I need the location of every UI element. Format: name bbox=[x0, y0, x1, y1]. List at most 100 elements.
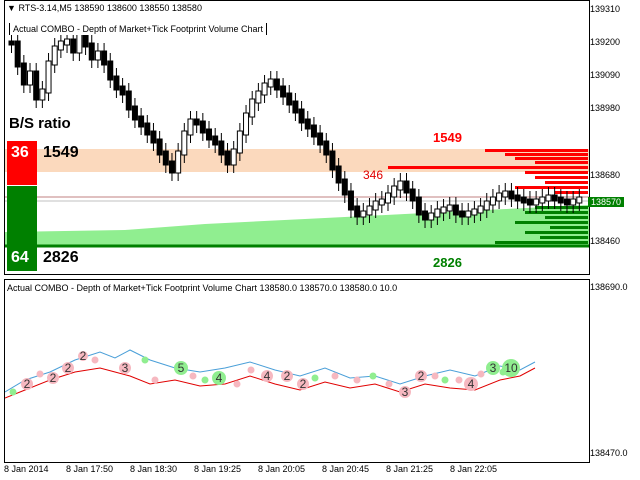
candle-body bbox=[8, 40, 15, 46]
footprint-marker-label: 2 bbox=[50, 371, 57, 385]
dom-bid-histogram bbox=[495, 206, 588, 244]
main-chart-pane[interactable]: ▼ RTS-3.14,M5 138590 138600 138550 13858… bbox=[4, 0, 590, 275]
footprint-marker-label: 4 bbox=[216, 371, 223, 385]
candle-body bbox=[20, 62, 27, 86]
footprint-marker-label: 2 bbox=[418, 369, 425, 383]
candle-body bbox=[354, 205, 361, 218]
footprint-marker bbox=[486, 361, 500, 375]
ask-total-label: 1549 bbox=[433, 130, 462, 145]
footprint-marker-label: 4 bbox=[468, 377, 475, 391]
footprint-dot bbox=[9, 388, 17, 396]
candle-body bbox=[181, 130, 188, 156]
candle-body bbox=[452, 204, 459, 216]
candle-body bbox=[27, 70, 34, 86]
time-axis: 8 Jan 2014 8 Jan 17:50 8 Jan 18:30 8 Jan… bbox=[0, 462, 640, 480]
candle-body bbox=[471, 208, 478, 216]
footprint-upper-line bbox=[5, 349, 536, 393]
candle-body bbox=[261, 82, 268, 96]
candle-body bbox=[224, 150, 231, 166]
candle-body bbox=[422, 210, 429, 221]
candle-body bbox=[502, 190, 509, 198]
price-tick: 138980 bbox=[590, 103, 621, 113]
main-chart-canvas bbox=[5, 23, 589, 248]
candle-body bbox=[107, 60, 114, 81]
candle-body bbox=[101, 50, 108, 66]
candle-body bbox=[212, 135, 219, 146]
time-tick: 8 Jan 20:05 bbox=[258, 464, 306, 474]
footprint-dot bbox=[311, 374, 319, 382]
sell-pct: 36 bbox=[11, 144, 29, 161]
candle-body bbox=[243, 112, 250, 136]
candle-body bbox=[539, 196, 546, 204]
footprint-marker bbox=[21, 378, 33, 390]
footprint-marker bbox=[415, 370, 427, 382]
footprint-marker bbox=[464, 377, 478, 391]
candle-body bbox=[70, 38, 77, 54]
buy-ratio-bar bbox=[7, 186, 37, 271]
candle-body bbox=[551, 194, 558, 202]
candle-body bbox=[45, 60, 52, 94]
candle-body bbox=[323, 140, 330, 156]
candle-body bbox=[267, 78, 274, 88]
candle-body bbox=[286, 92, 293, 106]
time-tick: 8 Jan 21:25 bbox=[386, 464, 434, 474]
candle-body bbox=[496, 192, 503, 202]
footprint-dot bbox=[385, 380, 393, 388]
footprint-dot bbox=[369, 372, 377, 380]
candle-body bbox=[545, 194, 552, 202]
indicator-caption: Actual COMBO - Depth of Market+Tick Foot… bbox=[9, 23, 268, 35]
footprint-marker bbox=[47, 372, 59, 384]
candle-body bbox=[533, 198, 540, 206]
bid-zone bbox=[5, 205, 589, 246]
time-tick: 8 Jan 19:25 bbox=[194, 464, 242, 474]
footprint-marker-label: 3 bbox=[122, 361, 129, 375]
bs-ratio-title: B/S ratio bbox=[9, 115, 71, 132]
candle-body bbox=[280, 85, 287, 98]
candle-body bbox=[39, 88, 46, 101]
candle-body bbox=[144, 122, 151, 136]
candle-body bbox=[483, 200, 490, 211]
current-price-marker: 138570 bbox=[588, 197, 625, 207]
footprint-dot bbox=[36, 370, 44, 378]
footprint-marker-label: 10 bbox=[504, 361, 518, 375]
chart-header: ▼ RTS-3.14,M5 138590 138600 138550 13858… bbox=[7, 3, 202, 13]
candle-body bbox=[489, 196, 496, 206]
candle-body bbox=[255, 90, 262, 104]
candle-body bbox=[526, 198, 533, 206]
candle-body bbox=[64, 38, 71, 46]
candle-body bbox=[236, 130, 243, 154]
footprint-dot bbox=[477, 370, 485, 378]
footprint-marker bbox=[62, 362, 74, 374]
sub-price-tick: 138690.0 bbox=[590, 282, 628, 292]
candle-body bbox=[520, 196, 527, 204]
candle-body bbox=[94, 50, 101, 61]
candle-body bbox=[199, 120, 206, 134]
footprint-dot bbox=[431, 372, 439, 380]
candle-body bbox=[335, 165, 342, 184]
candle-body bbox=[88, 42, 95, 61]
candle-body bbox=[113, 75, 120, 91]
footprint-marker-label: 2 bbox=[24, 377, 31, 391]
mid-volume-label: 346 bbox=[363, 168, 384, 182]
candle-body bbox=[175, 150, 182, 174]
indicator-header: Actual COMBO - Depth of Market+Tick Foot… bbox=[7, 283, 398, 293]
footprint-marker-label: 2 bbox=[65, 361, 72, 375]
footprint-dot bbox=[499, 368, 507, 376]
footprint-marker bbox=[119, 362, 131, 374]
footprint-dot bbox=[141, 356, 149, 364]
candle-body bbox=[465, 210, 472, 218]
chart-menu-arrow-icon[interactable]: ▼ bbox=[7, 3, 16, 13]
footprint-dot bbox=[353, 376, 361, 384]
candle-body bbox=[360, 210, 367, 218]
candle-body bbox=[446, 204, 453, 212]
candle-body bbox=[557, 196, 564, 204]
candle-body bbox=[366, 205, 373, 216]
footprint-dot bbox=[189, 372, 197, 380]
candle-body bbox=[14, 40, 21, 68]
candle-body bbox=[570, 198, 577, 206]
candle-body bbox=[477, 205, 484, 214]
indicator-subwindow[interactable]: 2 2 2 2 3 5 4 4 2 2 3 2 4 3 10 Actual COMBO - Depth of… bbox=[4, 279, 590, 463]
candle-body bbox=[378, 198, 385, 206]
sell-volume: 1549 bbox=[43, 144, 79, 161]
